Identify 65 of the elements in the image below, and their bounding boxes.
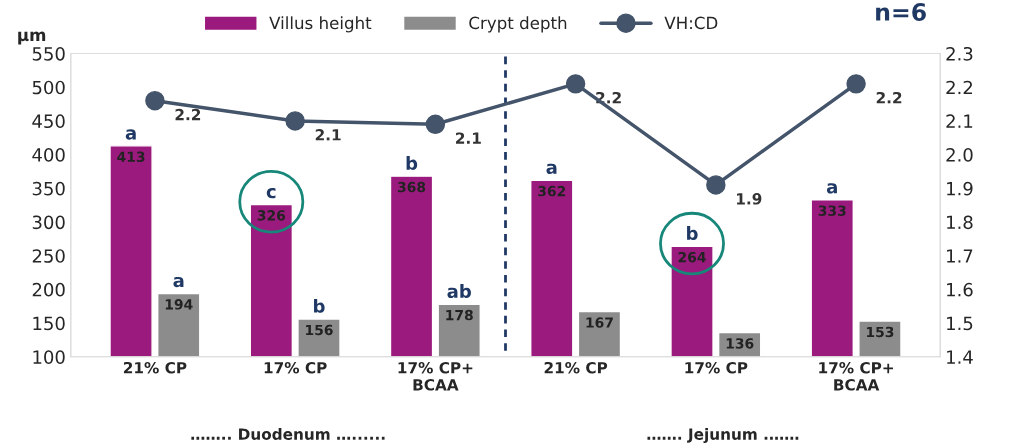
annotation: b	[314, 298, 325, 313]
data-label: 413	[117, 151, 145, 162]
data-label: 136	[726, 338, 754, 349]
text: …….. Duodenum …......	[191, 428, 385, 440]
point	[285, 111, 305, 131]
x-tick-label: 21% CP	[544, 361, 608, 374]
y2-tick-label: 1.8	[947, 215, 973, 230]
annotation: b	[687, 226, 698, 241]
data-label: 178	[446, 309, 473, 321]
y2-tick-label: 2.1	[946, 114, 973, 128]
annotation: a	[826, 183, 837, 194]
data-label: 194	[165, 299, 193, 310]
y2-tick-label: 2.2	[946, 80, 972, 95]
data-label: 368	[397, 181, 426, 193]
point	[846, 74, 866, 94]
y-tick-label: 350	[32, 181, 65, 196]
y-tick-label: 400	[32, 148, 65, 162]
y-tick-label: 550	[32, 46, 65, 61]
annotation: a	[546, 163, 557, 175]
y2-tick-label: 1.4	[947, 350, 973, 364]
y-tick-label: 300	[32, 215, 65, 230]
data-label: 153	[867, 326, 894, 338]
annotation: b	[406, 156, 418, 170]
y2-tick-label: 1.5	[947, 316, 973, 331]
point	[706, 175, 726, 195]
data-label: 2.1	[315, 129, 341, 141]
x-tick-label: 17% CP	[264, 361, 327, 374]
y-tick-label: 500	[32, 80, 65, 95]
y-tick-label: 200	[32, 282, 65, 297]
data-label: 264	[678, 251, 706, 263]
data-label: 2.2	[175, 108, 201, 121]
data-label: 2.1	[456, 132, 481, 144]
text: ……. Jejunum .……	[647, 428, 799, 443]
y2-tick-label: 1.7	[947, 249, 973, 263]
annotation: a	[125, 129, 136, 140]
y-tick-label: 450	[32, 114, 65, 129]
y-tick-label: 250	[32, 249, 65, 263]
y-axis-title: µm	[18, 31, 46, 45]
data-label: 156	[306, 324, 333, 336]
legend-label: Crypt depth	[469, 16, 567, 33]
chart-subtitle: n=6	[876, 3, 926, 21]
legend-label: VH:CD	[664, 16, 718, 30]
y2-tick-label: 2.0	[946, 148, 973, 162]
annotation: c	[266, 187, 276, 199]
y2-tick-label: 2.3	[946, 46, 973, 61]
annotation: ab	[447, 284, 471, 299]
x-tick-label: 17% CP	[685, 361, 748, 374]
point	[425, 114, 446, 135]
data-label: 333	[818, 205, 846, 216]
y2-tick-label: 1.9	[947, 181, 973, 196]
x-tick-label: 17% CP+ BCAA	[398, 361, 473, 391]
point	[565, 74, 586, 94]
point	[145, 90, 165, 111]
y2-tick-label: 1.6	[947, 282, 973, 297]
data-label: 2.2	[876, 91, 902, 104]
y-tick-label: 150	[33, 316, 65, 331]
data-label: 167	[586, 317, 613, 328]
data-label: 362	[538, 185, 566, 197]
data-label: 1.9	[737, 193, 762, 205]
data-label: 326	[257, 210, 286, 221]
annotation: a	[173, 276, 184, 288]
x-tick-label: 21% CP	[123, 361, 187, 374]
legend-label: Villus height	[269, 16, 372, 33]
y-tick-label: 100	[33, 350, 65, 364]
x-tick-label: 17% CP+ BCAA	[819, 361, 894, 391]
